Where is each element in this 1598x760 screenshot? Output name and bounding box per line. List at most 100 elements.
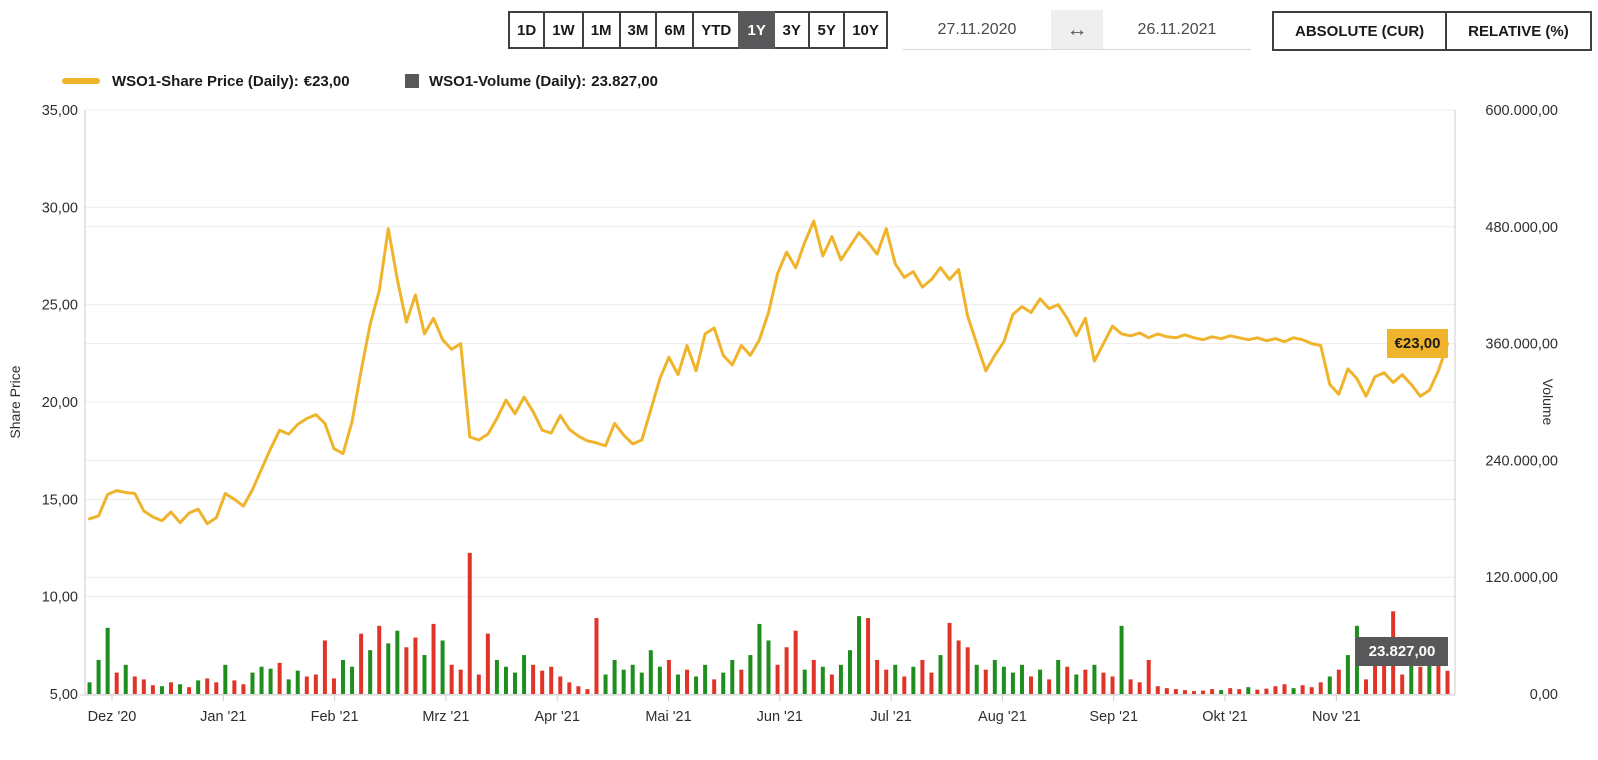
volume-bar[interactable] — [703, 664, 708, 694]
volume-bar[interactable] — [304, 676, 309, 694]
volume-bar[interactable] — [386, 643, 391, 694]
legend-item-share-price[interactable]: WSO1-Share Price (Daily): €23,00 — [62, 71, 350, 91]
absolute-mode-button[interactable]: ABSOLUTE (CUR) — [1272, 11, 1448, 51]
volume-bar[interactable] — [395, 630, 400, 694]
volume-bar[interactable] — [1219, 690, 1224, 694]
volume-bar[interactable] — [648, 650, 653, 694]
volume-bar[interactable] — [685, 669, 690, 694]
volume-bar[interactable] — [929, 672, 934, 694]
volume-bar[interactable] — [603, 674, 608, 694]
volume-bar[interactable] — [1318, 682, 1323, 694]
volume-bar[interactable] — [1182, 690, 1187, 694]
volume-bar[interactable] — [494, 659, 499, 694]
volume-bar[interactable] — [757, 623, 762, 694]
volume-bar[interactable] — [540, 670, 545, 694]
volume-bar[interactable] — [87, 682, 92, 694]
volume-bar[interactable] — [295, 670, 300, 694]
volume-bar[interactable] — [775, 664, 780, 694]
date-to-input[interactable]: 26.11.2021 — [1137, 20, 1217, 38]
volume-bar[interactable] — [847, 650, 852, 694]
volume-bar[interactable] — [1137, 682, 1142, 694]
volume-bar[interactable] — [1038, 669, 1043, 694]
volume-bar[interactable] — [96, 659, 101, 694]
volume-bar[interactable] — [712, 679, 717, 694]
volume-bar[interactable] — [467, 552, 472, 694]
volume-bar[interactable] — [567, 682, 572, 694]
volume-bar[interactable] — [187, 687, 192, 694]
volume-bar[interactable] — [1273, 686, 1278, 694]
volume-bar[interactable] — [1146, 659, 1151, 694]
volume-bar[interactable] — [793, 630, 798, 694]
volume-bar[interactable] — [159, 686, 164, 694]
volume-bar[interactable] — [1155, 686, 1160, 694]
volume-bar[interactable] — [748, 655, 753, 694]
volume-bar[interactable] — [902, 676, 907, 694]
volume-bar[interactable] — [1264, 688, 1269, 694]
volume-bar[interactable] — [992, 659, 997, 694]
volume-bar[interactable] — [893, 664, 898, 694]
volume-bar[interactable] — [1119, 625, 1124, 694]
volume-bar[interactable] — [485, 633, 490, 694]
volume-bar[interactable] — [277, 662, 282, 694]
volume-bar[interactable] — [1101, 672, 1106, 694]
range-button-1d[interactable]: 1D — [508, 11, 546, 49]
volume-bar[interactable] — [1255, 689, 1260, 694]
volume-bar[interactable] — [1083, 669, 1088, 694]
volume-bar[interactable] — [675, 674, 680, 694]
volume-bar[interactable] — [268, 668, 273, 694]
volume-bar[interactable] — [1373, 664, 1378, 694]
volume-bar[interactable] — [612, 659, 617, 694]
volume-bar[interactable] — [449, 664, 454, 694]
volume-bar[interactable] — [105, 627, 110, 694]
volume-bar[interactable] — [594, 618, 599, 694]
volume-bar[interactable] — [1001, 666, 1006, 694]
volume-bar[interactable] — [1427, 649, 1432, 694]
volume-bar[interactable] — [1409, 659, 1414, 694]
relative-mode-button[interactable]: RELATIVE (%) — [1445, 11, 1592, 51]
volume-bar[interactable] — [1336, 669, 1341, 694]
volume-bar[interactable] — [784, 647, 789, 694]
volume-bar[interactable] — [558, 676, 563, 694]
volume-bar[interactable] — [503, 666, 508, 694]
volume-bar[interactable] — [938, 655, 943, 694]
volume-bar[interactable] — [404, 647, 409, 694]
volume-bar[interactable] — [965, 647, 970, 694]
volume-bar[interactable] — [983, 669, 988, 694]
volume-bar[interactable] — [431, 623, 436, 694]
volume-bar[interactable] — [1029, 676, 1034, 694]
volume-bar[interactable] — [1237, 689, 1242, 694]
volume-bar[interactable] — [531, 664, 536, 694]
volume-bar[interactable] — [1327, 676, 1332, 694]
volume-bar[interactable] — [811, 659, 816, 694]
volume-bar[interactable] — [657, 666, 662, 694]
volume-bar[interactable] — [1019, 664, 1024, 694]
volume-bar[interactable] — [585, 689, 590, 694]
volume-bar[interactable] — [422, 655, 427, 694]
volume-bar[interactable] — [1201, 690, 1206, 694]
swap-dates-button[interactable]: ↔ — [1051, 10, 1103, 49]
volume-bar[interactable] — [1291, 688, 1296, 694]
volume-bar[interactable] — [621, 669, 626, 694]
range-button-10y[interactable]: 10Y — [843, 11, 888, 49]
volume-bar[interactable] — [522, 655, 527, 694]
range-button-5y[interactable]: 5Y — [808, 11, 846, 49]
volume-bar[interactable] — [1173, 689, 1178, 694]
volume-bar[interactable] — [838, 664, 843, 694]
volume-bar[interactable] — [123, 664, 128, 694]
volume-bar[interactable] — [1210, 689, 1215, 694]
volume-bar[interactable] — [313, 674, 318, 694]
volume-bar[interactable] — [956, 640, 961, 694]
volume-bar[interactable] — [947, 622, 952, 694]
volume-bar[interactable] — [250, 672, 255, 694]
volume-bar[interactable] — [1282, 684, 1287, 694]
volume-bar[interactable] — [1110, 676, 1115, 694]
volume-bar[interactable] — [866, 618, 871, 694]
volume-bar[interactable] — [1400, 674, 1405, 694]
volume-bar[interactable] — [1065, 666, 1070, 694]
share-price-line[interactable] — [88, 219, 1449, 526]
volume-bar[interactable] — [911, 666, 916, 694]
volume-bar[interactable] — [549, 666, 554, 694]
volume-bar[interactable] — [974, 664, 979, 694]
volume-bar[interactable] — [114, 672, 119, 694]
volume-bar[interactable] — [1092, 664, 1097, 694]
